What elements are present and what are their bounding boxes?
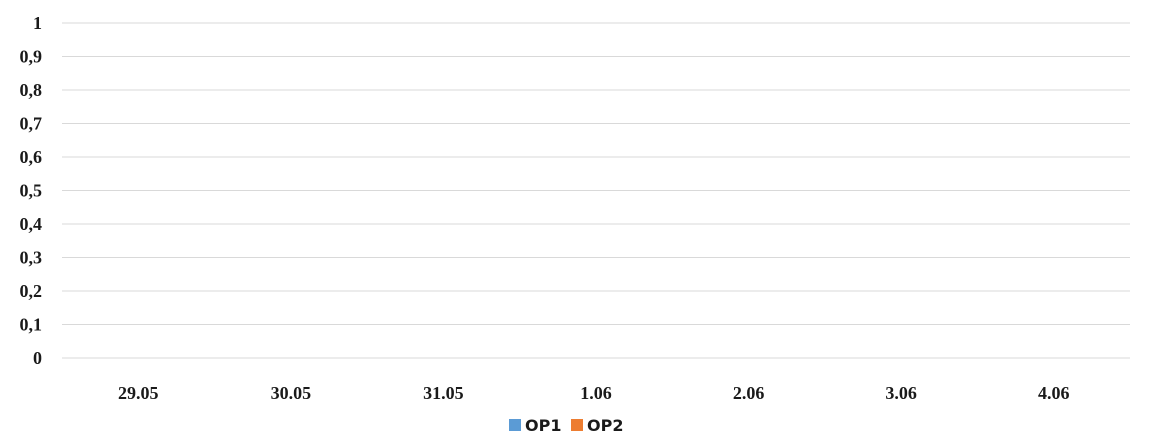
legend-label-op2: OP2 (587, 416, 623, 435)
x-tick-label: 3.06 (885, 383, 917, 403)
legend: OP1 OP2 (509, 416, 623, 435)
y-tick-label: 0,6 (20, 147, 43, 167)
y-tick-label: 0,4 (20, 214, 43, 234)
y-tick-label: 0,8 (20, 80, 43, 100)
gridlines (62, 22, 1130, 325)
legend-label-op1: OP1 (525, 416, 561, 435)
y-tick-label: 0 (33, 348, 42, 368)
x-axis-ticks: 29.05 30.05 31.05 1.06 2.06 3.06 4.06 (118, 383, 1069, 403)
x-tick-label: 31.05 (423, 383, 464, 403)
x-tick-label: 2.06 (733, 383, 765, 403)
x-tick-label: 1.06 (580, 383, 612, 403)
y-tick-label: 0,9 (20, 47, 43, 67)
x-tick-label: 4.06 (1038, 383, 1070, 403)
y-tick-label: 0,7 (20, 114, 43, 134)
legend-swatch-op2 (571, 419, 583, 431)
y-tick-label: 0,3 (20, 248, 43, 268)
y-tick-label: 1 (33, 13, 42, 33)
y-tick-label: 0,5 (20, 181, 43, 201)
legend-swatch-op1 (509, 419, 521, 431)
x-tick-label: 29.05 (118, 383, 159, 403)
y-axis-ticks: 0 0,1 0,2 0,3 0,4 0,5 0,6 0,7 0,8 0,9 1 (20, 13, 43, 368)
y-tick-label: 0,1 (20, 315, 43, 335)
y-tick-label: 0,2 (20, 281, 43, 301)
x-tick-label: 30.05 (271, 383, 312, 403)
